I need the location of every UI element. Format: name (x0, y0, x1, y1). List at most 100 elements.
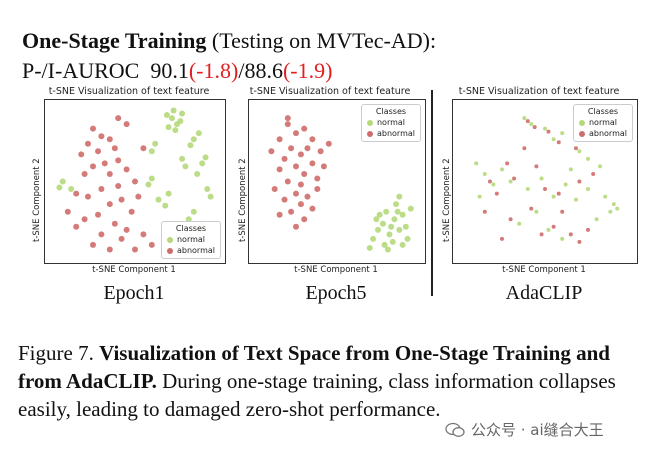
x-axis-label: t-SNE Component 1 (502, 265, 586, 275)
legend-abnormal-label: abnormal (588, 129, 627, 138)
point-abnormal-4 (309, 136, 316, 143)
y-axis-label: t-SNE Component 2 (442, 158, 452, 242)
point-normal-8 (190, 136, 197, 143)
point-abnormal-13 (301, 170, 308, 177)
metric-delta-1: (-1.8) (188, 58, 239, 83)
point-abnormal-5 (288, 145, 295, 152)
point-normal-24 (534, 209, 539, 214)
point-abnormal-21 (297, 201, 304, 208)
panel-divider (431, 90, 433, 296)
figure-caption-rest: During one-stage training, class informa… (18, 369, 616, 421)
point-normal-1 (529, 122, 534, 127)
legend-title: Classes (375, 107, 407, 116)
panel-title: t-SNE Visualization of text feature (48, 86, 210, 97)
point-abnormal-21 (522, 146, 527, 151)
point-abnormal-11 (106, 170, 113, 177)
point-normal-18 (204, 186, 211, 193)
legend-abnormal-label: abnormal (376, 129, 415, 138)
point-abnormal-29 (123, 226, 130, 233)
header-title-bold: One-Stage Training (22, 28, 207, 53)
point-normal-12 (202, 154, 209, 161)
x-axis-label: t-SNE Component 1 (92, 265, 176, 275)
legend-normal-label: normal (376, 118, 406, 127)
point-abnormal-35 (123, 121, 130, 128)
point-normal-5 (577, 149, 582, 154)
y-axis-label: t-SNE Component 2 (32, 158, 42, 242)
legend-normal-marker (166, 236, 173, 243)
point-normal-0 (383, 208, 390, 215)
point-normal-17 (148, 148, 155, 155)
scatter-plot-epoch1 (56, 107, 214, 253)
point-abnormal-37 (140, 145, 147, 152)
point-abnormal-17 (73, 190, 80, 197)
header-block: One-Stage Training (Testing on MVTec-AD)… (22, 26, 436, 86)
point-normal-16 (563, 182, 568, 187)
legend-normal-marker (578, 119, 585, 126)
point-abnormal-6 (512, 176, 517, 181)
point-normal-11 (500, 167, 504, 172)
point-abnormal-10 (81, 170, 88, 177)
point-normal-27 (560, 236, 565, 241)
point-normal-26 (546, 227, 551, 232)
point-normal-21 (615, 206, 620, 211)
wechat-icon (445, 422, 465, 437)
point-normal-2 (379, 220, 386, 227)
point-normal-20 (399, 241, 406, 248)
point-normal-8 (402, 223, 409, 230)
point-normal-3 (165, 124, 172, 131)
legend: Classes normal abnormal (160, 221, 221, 259)
point-normal-12 (508, 179, 513, 184)
point-normal-21 (155, 196, 162, 203)
point-abnormal-15 (297, 181, 304, 188)
point-normal-11 (199, 160, 206, 167)
point-normal-13 (194, 170, 201, 177)
panel-caption: Epoch5 (305, 282, 367, 304)
point-abnormal-17 (271, 186, 278, 193)
point-normal-17 (573, 197, 578, 202)
metric-sep: / (238, 58, 245, 83)
point-normal-11 (370, 235, 377, 242)
metric-delta-2: (-1.9) (282, 58, 333, 83)
figure-caption-bold: Visualization of Text Space from One-Sta… (18, 341, 610, 393)
legend-abnormal-marker (578, 130, 585, 137)
point-normal-15 (376, 211, 383, 218)
panel-title: t-SNE Visualization of text feature (249, 86, 411, 97)
legend-normal-marker (366, 119, 373, 126)
point-abnormal-12 (123, 166, 130, 173)
point-abnormal-9 (317, 148, 324, 155)
point-abnormal-0 (284, 121, 291, 128)
point-normal-13 (525, 187, 530, 192)
point-normal-14 (182, 163, 189, 170)
scatter-plot-adaclip (474, 116, 620, 244)
point-normal-19 (388, 223, 395, 230)
point-abnormal-9 (543, 187, 547, 192)
x-axis-label: t-SNE Component 1 (294, 265, 378, 275)
point-abnormal-30 (314, 186, 321, 193)
point-abnormal-5 (487, 179, 492, 184)
point-normal-0 (522, 116, 527, 121)
point-abnormal-1 (98, 133, 105, 140)
point-abnormal-28 (325, 140, 332, 147)
point-abnormal-36 (115, 115, 122, 122)
point-abnormal-34 (135, 193, 142, 200)
point-abnormal-7 (534, 164, 539, 169)
point-abnormal-4 (95, 148, 102, 155)
point-abnormal-19 (304, 193, 311, 200)
point-normal-3 (396, 226, 403, 233)
point-abnormal-19 (106, 201, 113, 208)
point-normal-31 (145, 181, 152, 188)
point-abnormal-17 (551, 224, 556, 229)
point-normal-4 (386, 231, 393, 238)
point-abnormal-26 (118, 235, 125, 242)
legend: Classes normal abnormal (360, 104, 421, 142)
point-normal-23 (477, 194, 482, 199)
metric-value-2: 88.6 (244, 58, 283, 83)
point-normal-10 (393, 201, 400, 208)
point-normal-26 (185, 216, 192, 223)
point-normal-24 (56, 184, 63, 191)
point-abnormal-0 (90, 125, 96, 132)
point-abnormal-11 (577, 179, 582, 184)
point-abnormal-9 (115, 157, 122, 164)
point-abnormal-24 (276, 211, 283, 218)
point-abnormal-23 (482, 209, 487, 214)
